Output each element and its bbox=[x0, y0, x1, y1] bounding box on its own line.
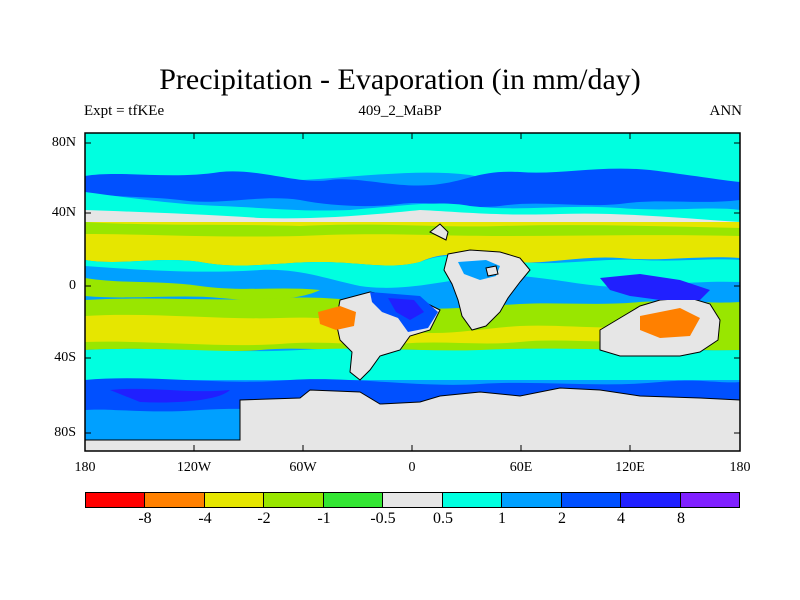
x-tick-label: 180 bbox=[74, 460, 96, 475]
colorbar-box bbox=[204, 493, 265, 507]
y-tick-label: 80N bbox=[51, 135, 76, 150]
colorbar-box bbox=[383, 493, 443, 507]
colorbar-box bbox=[442, 493, 503, 507]
green-patch-west bbox=[85, 278, 320, 300]
maritime-wet bbox=[600, 274, 710, 300]
y-tick-label: 40N bbox=[51, 205, 76, 220]
x-tick-label: 60W bbox=[289, 460, 317, 475]
colorbar-label: -1 bbox=[317, 510, 331, 527]
experiment-label: Expt = tfKEe bbox=[84, 103, 165, 119]
colorbar-label: 2 bbox=[558, 510, 566, 527]
south-atlantic-dry bbox=[318, 306, 356, 330]
colorbar-box bbox=[86, 493, 146, 507]
australia-dry bbox=[640, 308, 700, 338]
south-ocean-cyan bbox=[85, 348, 740, 380]
colorbar-box bbox=[145, 493, 205, 507]
south-deep-blue bbox=[110, 388, 230, 403]
colorbar-box bbox=[680, 493, 739, 507]
north-green-edge bbox=[85, 222, 740, 237]
y-tick-label: 0 bbox=[69, 278, 76, 293]
colorbar-label: -2 bbox=[257, 510, 271, 527]
y-tick-label: 80S bbox=[54, 425, 76, 440]
colorbar-box bbox=[502, 493, 562, 507]
colorbar-label: 1 bbox=[498, 510, 506, 527]
colorbar-label: -0.5 bbox=[370, 510, 396, 527]
atlantic-islet bbox=[485, 265, 499, 277]
colorbar-box bbox=[621, 493, 681, 507]
colorbar-label: 0.5 bbox=[433, 510, 453, 527]
north-coast bbox=[429, 223, 449, 241]
amazon-core bbox=[388, 298, 424, 320]
colorbar-label: -4 bbox=[198, 510, 212, 527]
season-label: ANN bbox=[709, 103, 743, 119]
x-ticks bbox=[193, 133, 631, 451]
x-tick-label: 60E bbox=[509, 460, 533, 475]
x-tick-label: 120W bbox=[176, 460, 212, 475]
period-label: 409_2_MaBP bbox=[358, 103, 442, 119]
colorbar-box bbox=[561, 493, 622, 507]
colorbar bbox=[85, 492, 740, 508]
north-storm-track bbox=[85, 168, 740, 207]
colorbar-box bbox=[264, 493, 324, 507]
x-tick-label: 0 bbox=[408, 460, 416, 475]
y-tick-label: 40S bbox=[54, 350, 76, 365]
colorbar-label: 8 bbox=[677, 510, 685, 527]
colorbar-label: -8 bbox=[138, 510, 152, 527]
antarctica bbox=[85, 387, 740, 451]
chart-title: Precipitation - Evaporation (in mm/day) bbox=[159, 63, 641, 96]
x-tick-label: 120E bbox=[615, 460, 645, 475]
x-tick-label: 180 bbox=[729, 460, 751, 475]
colorbar-label: 4 bbox=[617, 510, 625, 527]
y-ticks bbox=[85, 142, 740, 434]
colorbar-box bbox=[323, 493, 384, 507]
